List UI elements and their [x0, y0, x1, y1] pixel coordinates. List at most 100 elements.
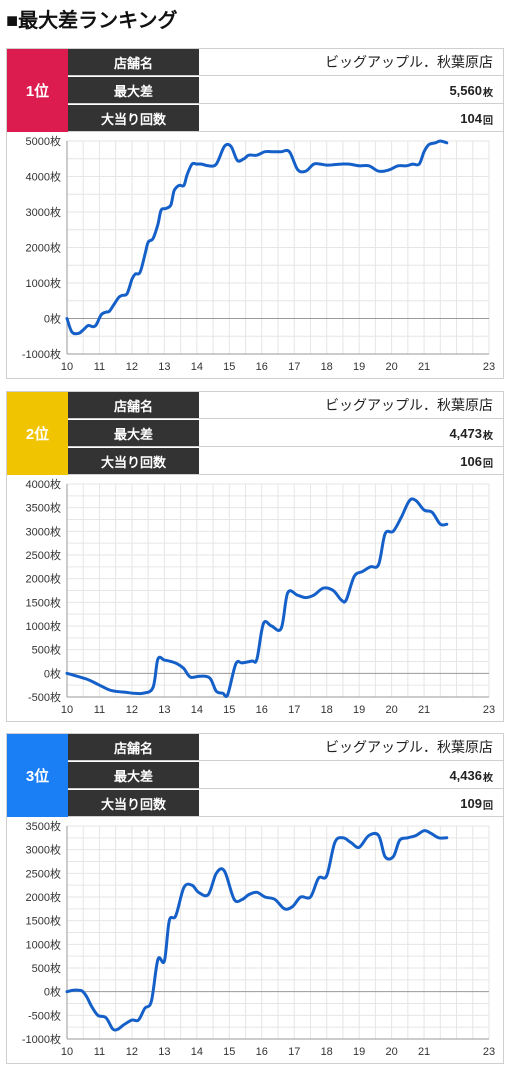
y-tick-label: 3000枚: [26, 524, 61, 538]
line-chart-2: -500枚 0枚 500枚 1000枚 1500枚 2000枚 2500枚 3000枚 3500…: [26, 477, 496, 716]
x-tick-label: 20: [385, 704, 397, 716]
max-diff-row: 最大差 4,473 枚: [68, 420, 503, 447]
store-row: 店舗名 ビッグアップル．秋葉原店: [68, 734, 503, 761]
ranking-card-1: 1位 店舗名 ビッグアップル．秋葉原店 最大差 5,560 枚 大当り回数 104…: [6, 48, 504, 379]
x-tick-label: 12: [126, 704, 138, 716]
y-tick-label: 500枚: [32, 643, 61, 657]
x-tick-label: 12: [126, 1046, 138, 1058]
rank-badge: 3位: [7, 734, 68, 817]
y-tick-label: -1000枚: [22, 347, 61, 361]
ranking-info-2: 2位 店舗名 ビッグアップル．秋葉原店 最大差 4,473 枚 大当り回数 106…: [7, 392, 503, 475]
big-hits-value-wrap: 109 回: [199, 790, 493, 816]
x-tick-label: 14: [191, 361, 203, 373]
max-diff-value-wrap: 4,436 枚: [199, 762, 493, 788]
store-label: 店舗名: [68, 392, 199, 418]
y-tick-label: 4000枚: [26, 170, 61, 184]
x-tick-label: 13: [158, 361, 170, 373]
big-hits-label: 大当り回数: [68, 448, 199, 474]
y-tick-label: 3000枚: [26, 843, 61, 857]
y-tick-label: 4000枚: [26, 477, 61, 491]
big-hits-value-wrap: 106 回: [199, 448, 493, 474]
store-name: ビッグアップル．秋葉原店: [325, 54, 493, 70]
y-tick-label: 0枚: [44, 666, 61, 680]
y-tick-label: 2000枚: [26, 890, 61, 904]
big-hits-row: 大当り回数 109 回: [68, 790, 503, 817]
x-tick-label: 11: [94, 704, 105, 716]
max-diff-label: 最大差: [68, 420, 199, 446]
x-tick-label: 11: [94, 361, 105, 373]
big-hits-value: 109: [460, 795, 482, 811]
y-tick-label: 2500枚: [26, 548, 61, 562]
store-row: 店舗名 ビッグアップル．秋葉原店: [68, 392, 503, 419]
big-hits-value: 106: [460, 453, 482, 469]
times-unit: 回: [483, 458, 493, 470]
x-tick-label: 16: [256, 1046, 268, 1058]
max-diff-value-wrap: 4,473 枚: [199, 420, 493, 446]
big-hits-label: 大当り回数: [68, 790, 199, 816]
y-tick-label: 2500枚: [26, 866, 61, 880]
series-line: [65, 829, 449, 1032]
x-tick-label: 10: [61, 1046, 73, 1058]
y-tick-label: -500枚: [28, 690, 61, 704]
y-tick-label: 3000枚: [26, 205, 61, 219]
times-unit: 回: [483, 115, 493, 127]
x-tick-label: 19: [353, 704, 365, 716]
chart-1: -1000枚 0枚 1000枚 2000枚 3000枚 4000枚 5000枚 10 11 12 1…: [7, 133, 503, 383]
chart-3: -1000枚 -500枚 0枚 500枚 1000枚 1500枚 2000枚 2500枚 300…: [7, 818, 503, 1068]
y-tick-label: 2000枚: [26, 572, 61, 586]
line-chart-3: -1000枚 -500枚 0枚 500枚 1000枚 1500枚 2000枚 2500枚 300…: [22, 819, 495, 1058]
big-hits-value: 104: [460, 110, 482, 126]
big-hits-value-wrap: 104 回: [199, 105, 493, 131]
max-diff-row: 最大差 5,560 枚: [68, 77, 503, 104]
x-tick-label: 14: [191, 704, 203, 716]
x-tick-label: 11: [94, 1046, 105, 1058]
x-tick-label: 19: [353, 361, 365, 373]
series-line: [65, 139, 449, 336]
page-title: ■最大差ランキング: [6, 10, 178, 32]
coin-unit: 枚: [483, 430, 493, 442]
y-tick-label: 3500枚: [26, 501, 61, 515]
y-tick-label: 2000枚: [26, 241, 61, 255]
x-tick-label: 18: [321, 361, 333, 373]
max-diff-label: 最大差: [68, 77, 199, 103]
max-diff-value: 5,560: [449, 82, 482, 98]
max-diff-value: 4,436: [449, 767, 482, 783]
x-tick-label: 20: [385, 361, 397, 373]
x-tick-label: 23: [483, 704, 495, 716]
x-tick-label: 23: [483, 361, 495, 373]
y-tick-label: 1000枚: [26, 937, 61, 951]
max-diff-row: 最大差 4,436 枚: [68, 762, 503, 789]
coin-unit: 枚: [483, 772, 493, 784]
x-tick-label: 13: [158, 1046, 170, 1058]
store-row: 店舗名 ビッグアップル．秋葉原店: [68, 49, 503, 76]
big-hits-label: 大当り回数: [68, 105, 199, 131]
y-tick-label: -1000枚: [22, 1032, 61, 1046]
rank-badge: 2位: [7, 392, 68, 475]
x-tick-label: 17: [288, 1046, 300, 1058]
x-tick-label: 19: [353, 1046, 365, 1058]
y-tick-label: 1000枚: [26, 276, 61, 290]
y-tick-label: 0枚: [44, 985, 61, 999]
big-hits-row: 大当り回数 104 回: [68, 105, 503, 132]
x-tick-label: 21: [418, 1046, 430, 1058]
x-tick-label: 15: [223, 704, 235, 716]
ranking-card-2: 2位 店舗名 ビッグアップル．秋葉原店 最大差 4,473 枚 大当り回数 106…: [6, 391, 504, 722]
ranking-info-1: 1位 店舗名 ビッグアップル．秋葉原店 最大差 5,560 枚 大当り回数 104…: [7, 49, 503, 132]
x-tick-label: 16: [256, 704, 268, 716]
store-label: 店舗名: [68, 49, 199, 75]
y-tick-label: 5000枚: [26, 134, 61, 148]
x-tick-label: 16: [256, 361, 268, 373]
max-diff-value-wrap: 5,560 枚: [199, 77, 493, 103]
times-unit: 回: [483, 800, 493, 812]
x-tick-label: 10: [61, 361, 73, 373]
x-tick-label: 18: [321, 1046, 333, 1058]
y-tick-label: 1500枚: [26, 914, 61, 928]
x-tick-label: 21: [418, 361, 430, 373]
rank-badge: 1位: [7, 49, 68, 132]
store-name: ビッグアップル．秋葉原店: [325, 739, 493, 755]
x-tick-label: 17: [288, 361, 300, 373]
x-tick-label: 23: [483, 1046, 495, 1058]
x-tick-label: 14: [191, 1046, 203, 1058]
x-tick-label: 13: [158, 704, 170, 716]
y-tick-label: 500枚: [32, 961, 61, 975]
